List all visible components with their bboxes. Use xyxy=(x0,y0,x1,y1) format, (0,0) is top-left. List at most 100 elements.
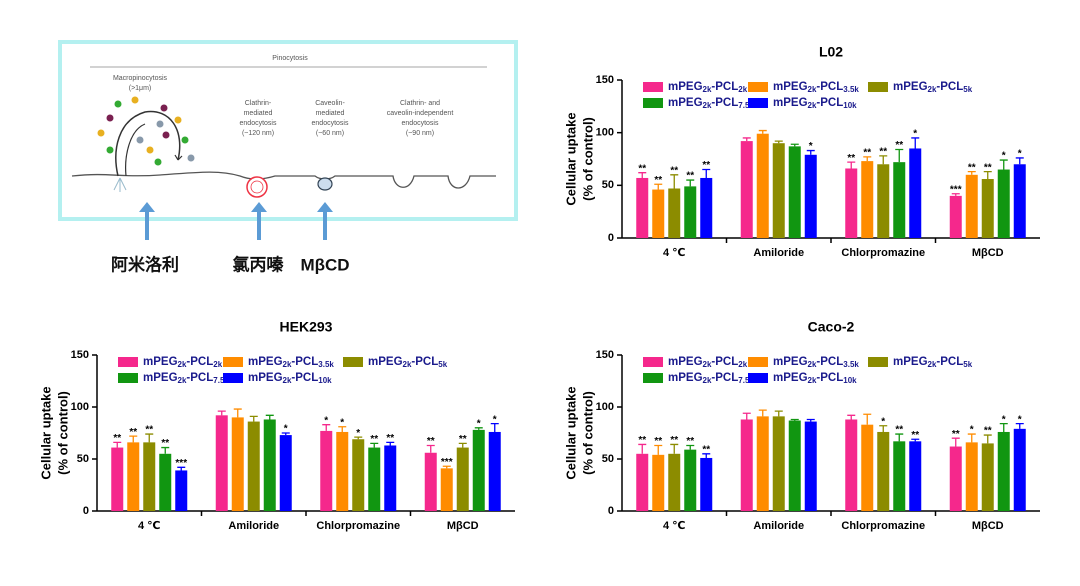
bar xyxy=(700,457,713,511)
significance: ** xyxy=(386,433,394,444)
significance: ** xyxy=(911,430,919,441)
legend-swatch xyxy=(868,357,888,367)
bar xyxy=(231,417,244,511)
bar xyxy=(1013,428,1026,511)
x-tick-label: Chlorpromazine xyxy=(841,520,925,532)
significance: ** xyxy=(686,436,694,447)
legend-label: mPEG2k-PCL5k xyxy=(368,356,448,369)
bar xyxy=(488,431,501,511)
chart: Caco-2 Cellular uptake (% of control) 0 50 10… xyxy=(563,319,1040,532)
significance: * xyxy=(356,428,360,439)
bar xyxy=(668,453,681,511)
y-tick-label: 50 xyxy=(602,453,614,465)
significance: ** xyxy=(895,425,903,436)
significance: ** xyxy=(702,444,710,455)
legend-swatch xyxy=(643,357,663,367)
significance: ** xyxy=(952,429,960,440)
significance: ** xyxy=(879,146,887,157)
pathway-label: (~90 nm) xyxy=(406,130,434,137)
significance: ** xyxy=(427,436,435,447)
legend-label: mPEG2k-PCL3.5k xyxy=(773,81,859,94)
error-bar xyxy=(895,148,904,163)
pathway-label: endocytosis xyxy=(312,120,349,127)
significance: * xyxy=(284,424,288,435)
error-bar xyxy=(354,436,363,440)
error-bar xyxy=(217,410,226,416)
bar xyxy=(965,442,978,511)
bar xyxy=(756,416,769,511)
bar xyxy=(772,143,785,238)
legend-label: mPEG2k-PCL5k xyxy=(893,81,973,94)
pathway-label: endocytosis xyxy=(402,120,439,127)
legend-swatch xyxy=(643,373,663,383)
significance: * xyxy=(1018,414,1022,425)
ruffle xyxy=(115,110,181,177)
error-bar xyxy=(774,140,783,144)
significance: ** xyxy=(702,160,710,171)
error-bar xyxy=(999,159,1008,170)
bar xyxy=(740,419,753,511)
x-tick-label: MβCD xyxy=(447,520,479,532)
error-bar xyxy=(249,415,258,422)
pathway-label: (~60 nm) xyxy=(316,130,344,137)
significance: * xyxy=(1018,149,1022,160)
error-bar xyxy=(983,434,992,444)
bar xyxy=(877,431,890,511)
bar xyxy=(997,169,1010,238)
y-axis-label: (% of control) xyxy=(580,391,595,475)
legend-label: mPEG2k-PCL10k xyxy=(248,372,332,385)
significance: ** xyxy=(638,163,646,174)
error-bar xyxy=(1015,157,1024,165)
y-axis-label: Cellular uptake xyxy=(563,112,578,205)
chart-title: Caco-2 xyxy=(808,319,855,335)
bar xyxy=(652,454,665,511)
error-bar xyxy=(790,143,799,147)
significance: *** xyxy=(175,458,187,469)
error-bar xyxy=(742,412,751,420)
significance: ** xyxy=(459,434,467,445)
significance: *** xyxy=(441,457,453,468)
error-bar xyxy=(233,408,242,418)
error-bar xyxy=(338,426,347,432)
pathway-label: mediated xyxy=(316,110,345,117)
bar xyxy=(352,439,365,511)
error-bar xyxy=(322,424,331,431)
legend-label: mPEG2k-PCL5k xyxy=(893,356,973,369)
bar xyxy=(997,431,1010,511)
y-tick-label: 100 xyxy=(71,401,89,413)
significance: ** xyxy=(161,438,169,449)
significance: * xyxy=(881,416,885,427)
bar xyxy=(772,416,785,511)
bar xyxy=(368,447,381,511)
legend-label: mPEG2k-PCL3.5k xyxy=(773,356,859,369)
legend-swatch xyxy=(748,373,768,383)
significance: * xyxy=(1002,151,1006,162)
error-bar xyxy=(686,179,695,187)
error-bar xyxy=(281,432,290,436)
error-bar xyxy=(490,422,499,432)
legend-swatch xyxy=(748,98,768,108)
bar xyxy=(440,468,453,511)
error-bar xyxy=(774,410,783,417)
significance: * xyxy=(493,414,497,425)
y-tick-label: 0 xyxy=(608,505,614,517)
x-tick-label: Chlorpromazine xyxy=(316,520,400,532)
error-bar xyxy=(847,161,856,169)
x-tick-label: 4 ℃ xyxy=(138,520,161,532)
diagram-frame xyxy=(58,40,518,221)
dots xyxy=(97,96,195,166)
chart: L02 Cellular uptake (% of control) 0 50 100 15… xyxy=(563,44,1040,259)
bar xyxy=(456,447,469,511)
x-tick-label: Amiloride xyxy=(753,247,804,259)
y-axis-label: Cellular uptake xyxy=(563,386,578,479)
bar xyxy=(143,442,156,511)
bar xyxy=(909,441,922,511)
bar xyxy=(1013,164,1026,238)
legend-label: mPEG2k-PCL2k xyxy=(143,356,223,369)
error-bar xyxy=(895,433,904,442)
bar xyxy=(668,188,681,238)
clathrin-pit xyxy=(246,176,268,198)
bar xyxy=(756,133,769,238)
significance: ** xyxy=(145,425,153,436)
legend-swatch xyxy=(223,357,243,367)
